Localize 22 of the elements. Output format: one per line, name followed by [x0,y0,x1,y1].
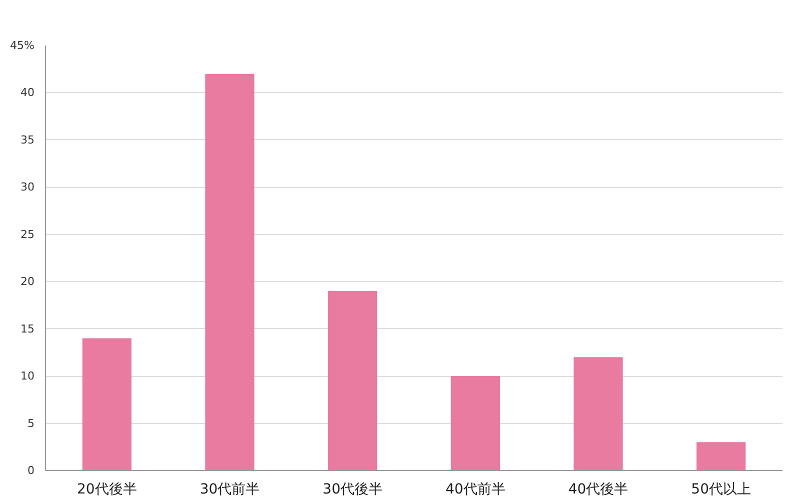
x-tick-label: 20代後半 [77,482,137,498]
x-tick-label: 40代後半 [568,482,628,498]
bar [574,357,623,470]
bar [205,74,254,470]
y-tick-label: 15 [20,322,35,336]
y-tick-label: 0 [28,464,34,477]
y-tick-label: 30 [20,180,35,194]
y-tick-label: 25 [20,228,35,241]
y-tick-label: 20 [20,275,35,288]
x-tick-label: 30代後半 [322,482,383,498]
bar [82,338,132,470]
y-tick-label: 40 [20,86,35,100]
bar [450,376,500,470]
bar [696,442,746,470]
x-tick-label: 50代以上 [691,482,752,498]
y-tick-label: 5 [28,416,34,430]
x-tick-label: 40代前半 [446,482,506,498]
y-tick-label: 45% [10,39,35,52]
x-tick-label: 30代前半 [200,482,260,498]
bar [328,291,378,470]
y-tick-label: 35 [20,133,35,146]
y-tick-label: 10 [20,370,35,383]
